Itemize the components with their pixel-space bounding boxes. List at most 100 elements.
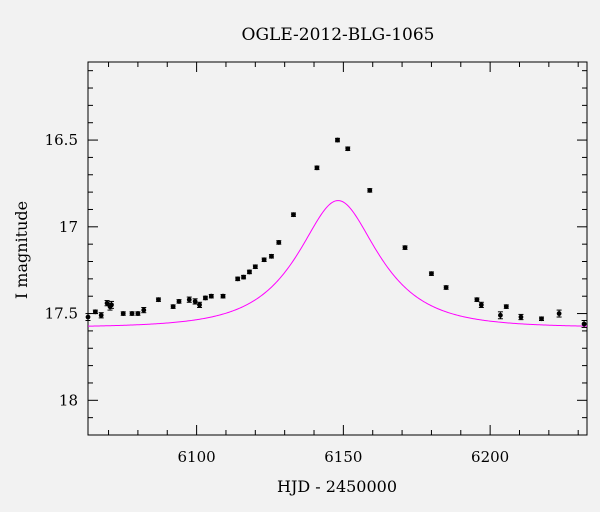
- data-point: [129, 311, 135, 316]
- x-tick-labels: 6100 6150 6200: [178, 448, 510, 466]
- point-marker: [429, 271, 434, 277]
- point-marker: [176, 299, 182, 304]
- x-tick-label: 6150: [324, 448, 362, 466]
- data-point: [503, 304, 509, 310]
- point-marker: [109, 302, 114, 308]
- data-point: [155, 297, 161, 303]
- data-point: [85, 313, 91, 321]
- point-marker: [129, 311, 135, 316]
- data-point: [261, 257, 267, 263]
- data-point: [141, 306, 147, 314]
- point-marker: [269, 253, 274, 259]
- data-point: [428, 271, 434, 277]
- point-marker: [135, 311, 141, 316]
- data-point: [186, 296, 192, 303]
- y-tick-label: 18: [59, 391, 78, 409]
- data-point: [192, 298, 198, 305]
- data-point: [208, 293, 214, 299]
- data-point: [290, 212, 296, 218]
- data-point: [556, 309, 562, 318]
- data-point: [276, 240, 282, 245]
- point-marker: [474, 297, 480, 303]
- data-point: [402, 245, 408, 251]
- y-axis-title: I magnitude: [12, 201, 31, 299]
- point-marker: [247, 269, 252, 275]
- point-marker: [170, 304, 176, 310]
- data-point: [246, 269, 252, 275]
- point-marker: [220, 293, 226, 299]
- data-point: [335, 137, 340, 143]
- point-marker: [241, 274, 246, 280]
- x-axis-title: HJD - 2450000: [277, 477, 397, 496]
- data-point: [135, 311, 141, 316]
- y-tick-label: 17: [59, 218, 78, 236]
- point-marker: [402, 245, 408, 251]
- point-marker: [192, 299, 198, 304]
- point-marker: [291, 212, 296, 218]
- point-marker: [197, 302, 202, 308]
- data-point: [170, 304, 176, 310]
- y-tick-label: 17.5: [45, 305, 78, 323]
- point-marker: [518, 314, 524, 320]
- data-point: [241, 274, 247, 280]
- point-marker: [203, 295, 208, 301]
- point-marker: [141, 307, 147, 313]
- data-point: [235, 276, 241, 282]
- data-point: [197, 301, 203, 308]
- data-point: [92, 309, 98, 315]
- data-point: [98, 312, 104, 319]
- model-curve-layer: [87, 200, 588, 327]
- point-marker: [156, 297, 161, 303]
- data-point: [314, 165, 320, 171]
- point-marker: [581, 321, 587, 327]
- model-curve: [87, 200, 588, 327]
- point-marker: [261, 257, 267, 263]
- point-marker: [104, 300, 110, 306]
- data-point: [518, 313, 524, 321]
- data-point: [120, 311, 126, 316]
- plot-frame: [87, 61, 588, 436]
- point-marker: [235, 276, 241, 282]
- data-point: [268, 253, 274, 259]
- point-marker: [367, 187, 373, 193]
- point-marker: [120, 311, 126, 316]
- point-marker: [335, 137, 340, 143]
- point-marker: [85, 314, 91, 320]
- data-point: [108, 300, 114, 309]
- data-point: [220, 293, 226, 299]
- data-point: [581, 319, 587, 328]
- x-tick-label: 6100: [178, 448, 216, 466]
- y-tick-labels: 16.5 17 17.5 18: [45, 131, 78, 409]
- x-tick-label: 6200: [471, 448, 509, 466]
- data-points-layer: [85, 137, 587, 328]
- data-point: [252, 264, 258, 270]
- data-point: [345, 146, 351, 152]
- data-point: [202, 295, 208, 301]
- point-marker: [208, 293, 214, 299]
- data-point: [474, 297, 480, 303]
- y-tick-label: 16.5: [45, 131, 78, 149]
- point-marker: [314, 165, 320, 171]
- point-marker: [252, 264, 258, 270]
- data-point: [539, 316, 545, 322]
- point-marker: [443, 285, 449, 290]
- data-point: [497, 311, 503, 320]
- data-point: [176, 299, 182, 304]
- point-marker: [539, 316, 544, 322]
- point-marker: [186, 297, 192, 303]
- data-point: [443, 285, 449, 290]
- chart-title: OGLE-2012-BLG-1065: [242, 25, 435, 45]
- point-marker: [503, 304, 509, 310]
- data-point: [478, 301, 484, 308]
- point-marker: [478, 302, 484, 308]
- point-marker: [556, 311, 562, 316]
- point-marker: [498, 312, 503, 318]
- point-marker: [276, 240, 282, 245]
- axis-ticks: [88, 62, 587, 436]
- data-point: [367, 187, 373, 193]
- point-marker: [92, 309, 98, 315]
- point-marker: [98, 312, 104, 318]
